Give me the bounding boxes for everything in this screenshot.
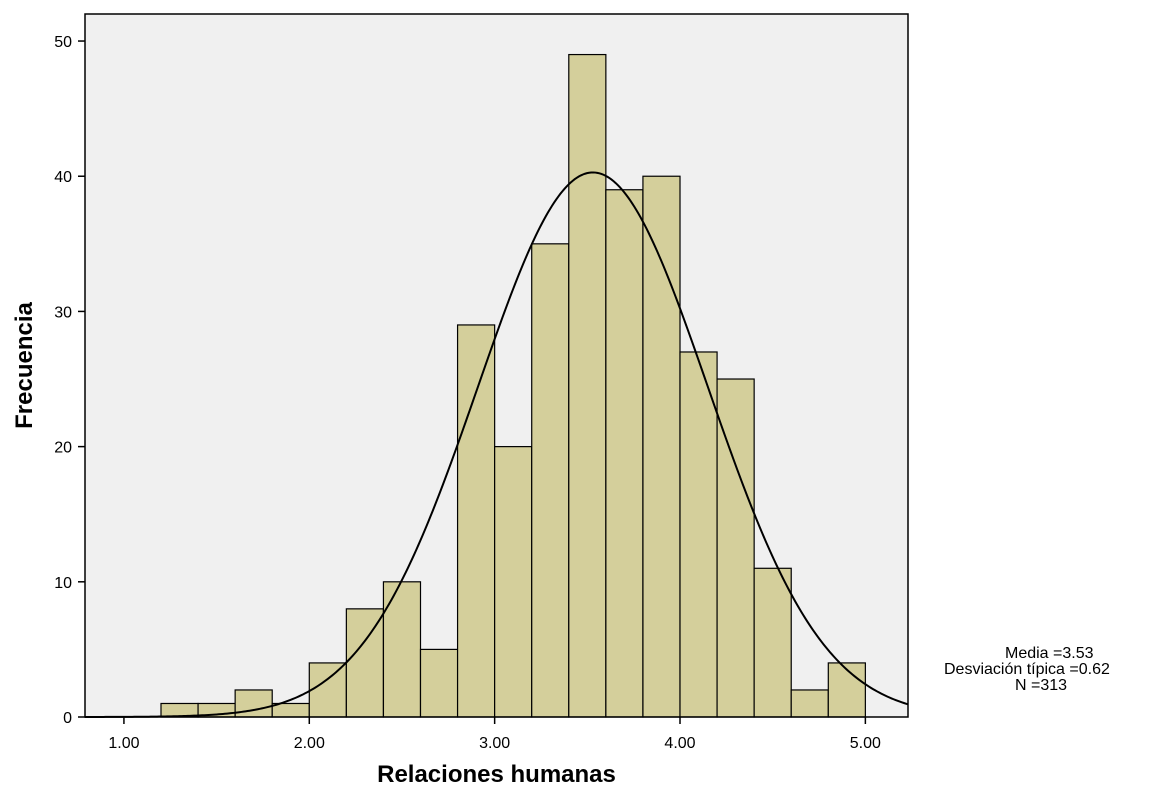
y-axis-title: Frecuencia <box>11 301 38 428</box>
y-tick-label-0: 0 <box>63 710 72 727</box>
x-tick-label-1: 2.00 <box>294 735 325 752</box>
x-tick-label-3: 4.00 <box>664 735 695 752</box>
stats-mean: Media =3.53 <box>1005 646 1094 662</box>
x-tick-label-0: 1.00 <box>108 735 139 752</box>
histogram-bar-3 <box>271 702 310 718</box>
histogram-bar-9 <box>494 446 533 718</box>
histogram-bar-5 <box>345 608 385 718</box>
histogram-bar-4 <box>308 662 347 718</box>
histogram-bar-8 <box>456 324 496 718</box>
histogram-bar-6 <box>382 581 422 718</box>
y-tick-label-4: 40 <box>54 169 72 186</box>
histogram-bar-12 <box>605 189 644 718</box>
histogram-bar-7 <box>419 648 459 718</box>
y-tick-label-3: 30 <box>54 304 72 321</box>
stats-box: Media =3.53 Desviación típica =0.62 N =3… <box>944 646 1151 694</box>
y-axis: 0 10 20 30 40 50 <box>54 34 85 727</box>
y-tick-label-5: 50 <box>54 34 72 51</box>
histogram-bar-13 <box>642 175 681 718</box>
histogram-bar-10 <box>531 243 570 718</box>
histogram-bar-17 <box>790 689 829 718</box>
histogram-bar-18 <box>827 662 866 718</box>
x-tick-label-2: 3.00 <box>479 735 510 752</box>
stats-sd: Desviación típica =0.62 <box>944 661 1110 678</box>
y-tick-label-1: 10 <box>54 575 72 592</box>
x-tick-label-4: 5.00 <box>850 735 881 752</box>
y-tick-label-2: 20 <box>54 440 72 457</box>
stats-n: N =313 <box>1015 677 1068 694</box>
plot-frame <box>84 13 909 718</box>
histogram-bar-11 <box>568 53 607 718</box>
bars-group <box>160 53 866 718</box>
x-axis-title: Relaciones humanas <box>377 761 616 788</box>
normal-curve <box>85 171 909 718</box>
histogram-bar-16 <box>753 567 792 718</box>
x-axis: 1.00 2.00 3.00 4.00 5.00 <box>108 717 881 752</box>
histogram-bar-14 <box>679 351 718 718</box>
